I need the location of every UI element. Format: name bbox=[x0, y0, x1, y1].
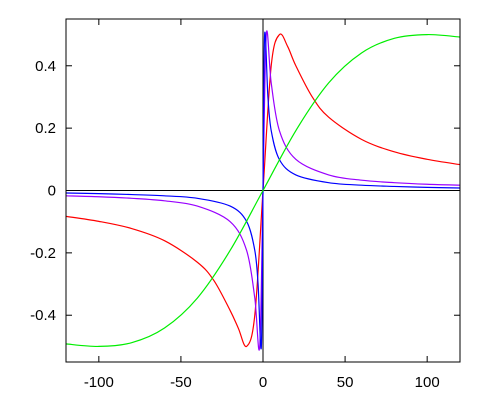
y-tick-label: -0.4 bbox=[30, 307, 56, 324]
x-tick-label: -50 bbox=[170, 374, 192, 391]
y-tick-label: 0.4 bbox=[35, 58, 56, 75]
y-tick-label: 0 bbox=[48, 183, 56, 200]
x-tick-label: 50 bbox=[337, 374, 354, 391]
x-tick-label: -100 bbox=[84, 374, 114, 391]
tick-label-layer: -100 -50 0 50 100 -0.4 -0.2 0 0.2 0.4 bbox=[30, 58, 440, 391]
series-layer bbox=[66, 30, 460, 351]
y-tick-label: -0.2 bbox=[30, 245, 56, 262]
x-tick-label: 100 bbox=[415, 374, 440, 391]
series-line-4 bbox=[66, 33, 460, 348]
y-tick-label: 0.2 bbox=[35, 120, 56, 137]
x-tick-label: 0 bbox=[259, 374, 267, 391]
axes-layer bbox=[65, 18, 461, 363]
